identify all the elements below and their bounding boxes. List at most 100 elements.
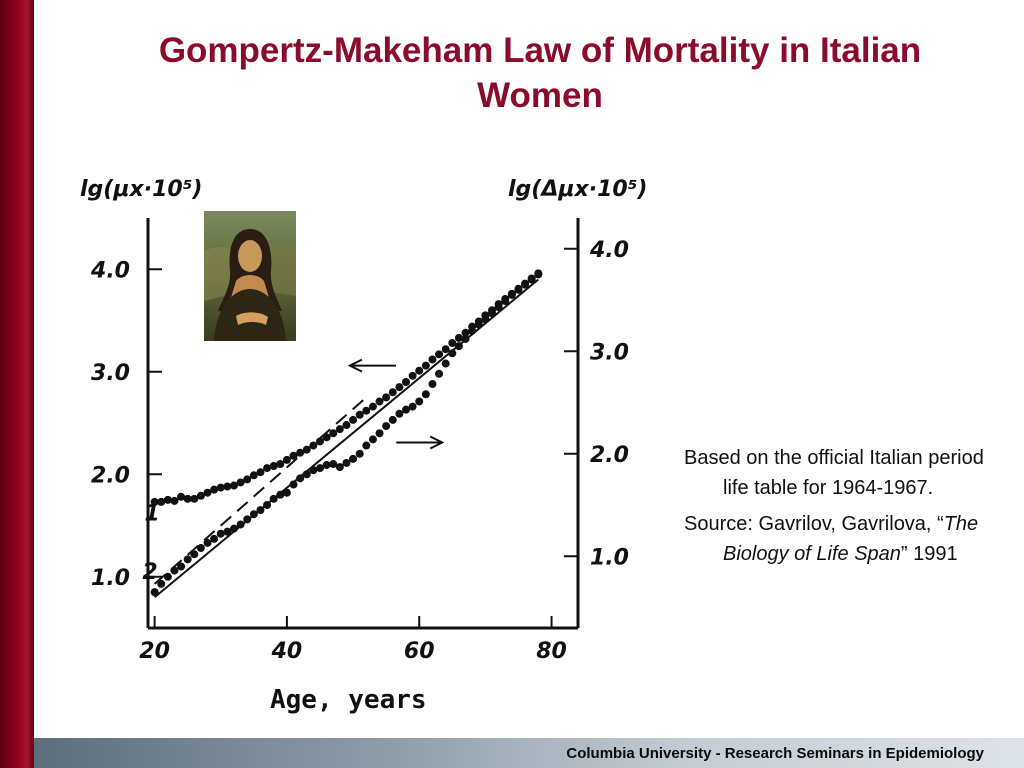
data-point-series-2 <box>196 544 205 553</box>
data-point-series-2 <box>329 460 338 468</box>
data-point-series-2 <box>501 297 510 306</box>
data-point-series-2 <box>203 538 212 547</box>
data-point-series-2 <box>441 359 450 368</box>
data-point-series-2 <box>415 397 424 406</box>
data-point-series-1 <box>296 448 305 457</box>
data-point-series-2 <box>527 275 536 284</box>
y-left-axis-title: lg(μx·10⁵) <box>80 177 202 202</box>
data-point-series-2 <box>382 422 391 431</box>
data-point-series-1 <box>196 491 205 500</box>
data-point-series-2 <box>428 380 437 389</box>
data-point-series-1 <box>441 345 450 354</box>
data-point-series-1 <box>435 350 444 359</box>
data-point-series-2 <box>507 290 516 299</box>
data-point-series-1 <box>150 497 159 506</box>
citation-prefix: Source: Gavrilov, Gavrilova, “ <box>684 513 944 535</box>
citation-book-title: The Biology of Life Span <box>723 513 979 565</box>
data-point-series-2 <box>256 506 265 515</box>
data-point-series-2 <box>236 520 245 529</box>
data-point-series-1 <box>448 339 457 348</box>
data-point-series-2 <box>157 579 166 588</box>
data-point-series-2 <box>481 315 490 324</box>
data-point-series-1 <box>342 421 351 430</box>
data-point-series-1 <box>415 366 424 375</box>
data-point-series-1 <box>236 478 245 487</box>
data-point-series-1 <box>421 361 430 370</box>
y-right-axis-title: lg(Δμx·10⁵) <box>508 177 647 202</box>
data-point-series-2 <box>468 326 477 335</box>
data-point-series-2 <box>395 409 404 418</box>
data-point-series-1 <box>230 481 238 490</box>
data-point-series-1 <box>375 397 384 406</box>
data-point-series-2 <box>296 474 305 483</box>
data-point-series-2 <box>355 449 364 458</box>
data-point-series-2 <box>521 280 530 289</box>
data-point-series-1 <box>289 451 298 460</box>
x-tick-label-40: 40 <box>271 639 303 664</box>
data-point-series-2 <box>177 562 186 571</box>
data-point-series-1 <box>382 393 391 402</box>
data-point-series-1 <box>163 495 172 504</box>
data-point-series-1 <box>223 482 232 491</box>
data-point-series-1 <box>269 462 278 471</box>
y-right-tick-label-3.0: 3.0 <box>590 340 629 365</box>
y-right-tick-label-1.0: 1.0 <box>590 545 629 570</box>
data-point-series-1 <box>368 402 377 411</box>
data-point-series-2 <box>322 461 331 470</box>
data-point-series-1 <box>249 471 258 480</box>
data-point-series-2 <box>163 572 172 581</box>
data-point-series-1 <box>256 468 265 477</box>
y-right-tick-label-4.0: 4.0 <box>589 238 629 263</box>
data-point-series-1 <box>157 497 166 506</box>
citation-suffix: ” 1991 <box>900 543 958 565</box>
data-point-series-2 <box>150 588 159 597</box>
data-point-series-2 <box>263 501 272 509</box>
data-point-series-1 <box>316 437 324 446</box>
data-point-series-1 <box>177 492 186 501</box>
data-point-series-2 <box>282 488 291 497</box>
data-point-series-2 <box>302 470 311 479</box>
y-left-tick-label-4.0: 4.0 <box>90 258 130 283</box>
data-point-series-1 <box>428 355 437 364</box>
y-left-tick-label-1.0: 1.0 <box>91 566 130 591</box>
data-point-series-1 <box>329 429 338 438</box>
data-point-series-2 <box>375 429 384 438</box>
y-left-tick-label-3.0: 3.0 <box>91 361 130 386</box>
data-point-series-2 <box>402 405 410 414</box>
data-point-series-2 <box>488 309 496 318</box>
data-point-series-1 <box>210 485 219 494</box>
x-tick-label-80: 80 <box>536 639 567 664</box>
data-point-series-2 <box>335 463 344 472</box>
footer-bar: Columbia University - Research Seminars … <box>34 738 1024 768</box>
data-point-series-1 <box>355 410 364 419</box>
data-point-series-2 <box>342 458 351 467</box>
data-point-series-1 <box>322 433 331 442</box>
data-point-series-2 <box>474 320 483 329</box>
mortality-chart: lg(μx·10⁵) lg(Δμx·10⁵) Age, years 20 40 60… <box>80 177 647 715</box>
left-accent-bar <box>0 0 34 768</box>
data-point-series-2 <box>223 527 232 536</box>
data-point-series-2 <box>316 464 324 473</box>
data-point-series-1 <box>362 406 371 415</box>
data-point-series-2 <box>190 550 199 559</box>
source-note-life-table: Based on the official Italian period lif… <box>684 447 984 499</box>
curve-label-2: 2 <box>142 560 157 585</box>
data-point-series-1 <box>183 494 192 503</box>
data-point-series-1 <box>335 425 344 434</box>
data-point-series-2 <box>494 303 503 312</box>
data-point-series-1 <box>408 371 417 380</box>
data-point-series-2 <box>243 515 252 524</box>
data-point-series-2 <box>435 369 444 378</box>
y-left-tick-label-2.0: 2.0 <box>91 463 130 488</box>
data-point-series-1 <box>190 494 199 503</box>
data-point-series-1 <box>395 383 404 392</box>
data-point-series-2 <box>269 494 278 503</box>
data-point-series-2 <box>362 441 371 450</box>
data-point-series-2 <box>388 415 397 424</box>
data-point-series-2 <box>421 390 430 399</box>
data-point-series-2 <box>534 270 543 279</box>
data-point-series-2 <box>514 285 523 294</box>
x-tick-label-20: 20 <box>139 639 170 664</box>
data-point-series-2 <box>183 555 192 564</box>
curve-label-1: 1 <box>144 501 159 526</box>
